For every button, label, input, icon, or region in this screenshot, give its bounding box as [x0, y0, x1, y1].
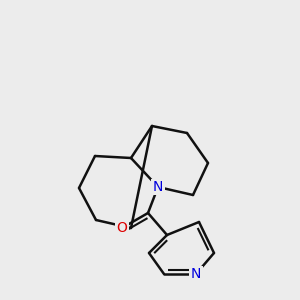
Text: O: O: [117, 221, 128, 235]
Text: N: N: [153, 180, 163, 194]
Text: N: N: [191, 267, 201, 281]
